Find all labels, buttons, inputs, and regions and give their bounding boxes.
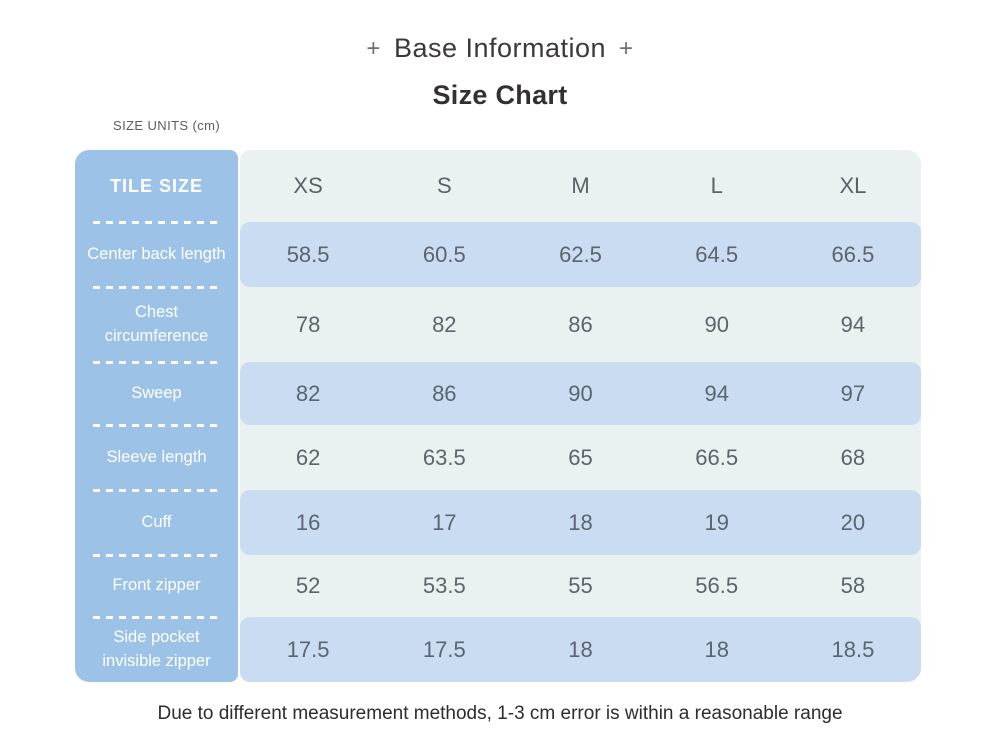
value-cell: 53.5	[422, 573, 466, 598]
value-cell: 58.5	[286, 241, 330, 267]
value-cell: 66.5	[831, 241, 875, 267]
value-cell: 18	[704, 636, 729, 662]
value-cell: 94	[704, 380, 729, 406]
value-cell: 97	[840, 380, 866, 406]
value-cell: 17.5	[286, 636, 330, 662]
table-row: 62 63.5 65 66.5 68	[240, 425, 921, 490]
value-cell: 65	[568, 444, 593, 470]
size-chart-table: TILE SIZE Center back length Chest circu…	[75, 150, 921, 682]
value-cell: 60.5	[422, 241, 466, 267]
value-cell: 18	[568, 509, 593, 535]
table-row: 58.5 60.5 62.5 64.5 66.5	[240, 222, 921, 287]
value-cell: 19	[704, 509, 729, 535]
dashed-divider	[93, 615, 220, 619]
value-cell: 66.5	[695, 444, 739, 470]
value-cell: 16	[295, 509, 321, 535]
plus-decoration-left: +	[366, 35, 381, 62]
row-label: Center back length	[75, 222, 238, 289]
row-label: Side pocket invisible zipper	[102, 627, 211, 670]
value-cell: 90	[704, 311, 729, 337]
table-row: 17.5 17.5 18 18 18.5	[240, 617, 921, 682]
value-cell: 78	[295, 311, 321, 337]
dashed-divider	[93, 220, 220, 224]
data-columns: XS S M L XL 58.5 60.5 62.5 64.5 66.5 78 …	[240, 150, 921, 682]
value-cell: 86	[568, 311, 593, 337]
dashed-divider	[93, 285, 220, 289]
value-cell: 17.5	[422, 636, 466, 662]
value-cell: 20	[840, 509, 866, 535]
plus-decoration-right: +	[619, 35, 634, 62]
row-label: Sleeve length	[75, 425, 238, 492]
value-cell: 63.5	[422, 444, 466, 470]
dashed-divider	[93, 423, 220, 427]
value-cell: 94	[840, 311, 866, 337]
value-cell: 62	[295, 444, 321, 470]
table-row: 82 86 90 94 97	[240, 362, 921, 425]
value-cell: 17	[432, 509, 457, 535]
row-label-column: TILE SIZE Center back length Chest circu…	[75, 150, 238, 682]
value-cell: 82	[432, 311, 457, 337]
table-row: 16 17 18 19 20	[240, 490, 921, 555]
value-cell: 62.5	[559, 241, 602, 267]
size-header-cell: L	[710, 173, 723, 198]
size-header-cell: XL	[839, 173, 867, 198]
value-cell: 18	[568, 636, 593, 662]
value-cell: 64.5	[695, 241, 739, 267]
value-cell: 86	[432, 380, 457, 406]
size-units-label: SIZE UNITS (cm)	[113, 118, 221, 133]
table-row: 52 53.5 55 56.5 58	[240, 555, 921, 617]
row-label: Sweep	[75, 362, 238, 427]
measurement-disclaimer: Due to different measurement methods, 1-…	[157, 703, 843, 724]
size-header-cell: M	[571, 173, 590, 198]
dashed-divider	[93, 488, 220, 492]
section-title: + Base Information +	[0, 33, 1000, 64]
page-title: Size Chart	[432, 80, 568, 110]
value-cell: 56.5	[695, 573, 739, 598]
section-title-text: Base Information	[393, 33, 607, 63]
corner-header-label: TILE SIZE	[109, 175, 203, 196]
value-cell: 82	[295, 380, 321, 406]
value-cell: 68	[840, 444, 866, 470]
size-header-cell: S	[436, 173, 452, 198]
row-label: Cuff	[75, 490, 238, 557]
value-cell: 90	[568, 380, 593, 406]
table-row: 78 82 86 90 94	[240, 287, 921, 362]
row-label: Front zipper	[75, 555, 238, 619]
value-cell: 52	[295, 573, 321, 598]
value-cell: 58	[840, 573, 866, 598]
row-label: Chest circumference	[75, 287, 238, 364]
dashed-divider	[93, 553, 220, 557]
corner-header-cell: TILE SIZE	[75, 150, 238, 224]
dashed-divider	[93, 360, 220, 364]
size-header-cell: XS	[293, 173, 323, 198]
value-cell: 18.5	[831, 636, 875, 662]
size-header-row: XS S M L XL	[240, 150, 921, 222]
value-cell: 55	[568, 573, 593, 598]
